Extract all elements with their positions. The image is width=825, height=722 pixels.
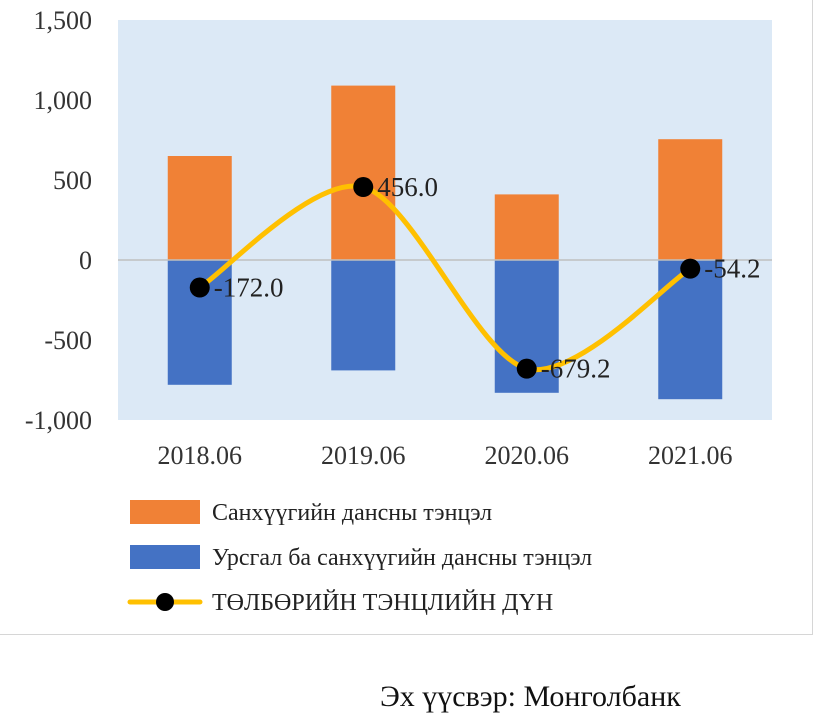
x-tick-label: 2021.06: [648, 441, 733, 470]
y-tick-label: -500: [44, 326, 92, 355]
y-tick-label: 500: [53, 166, 92, 195]
legend-swatch: [130, 500, 200, 524]
data-label: -679.2: [541, 354, 611, 384]
data-label: -54.2: [704, 254, 760, 284]
legend-swatch: [130, 545, 200, 569]
data-label: 456.0: [377, 172, 438, 202]
chart-frame: [0, 0, 813, 635]
x-tick-label: 2018.06: [158, 441, 243, 470]
x-axis: 2018.06 2019.06 2020.06 2021.06: [158, 441, 733, 470]
legend-label: Санхүүгийн дансны тэнцэл: [212, 500, 492, 526]
balance-line: [197, 183, 693, 373]
y-tick-label: 1,500: [34, 6, 93, 35]
x-tick-label: 2020.06: [485, 441, 570, 470]
bar: [494, 194, 559, 260]
bar: [331, 85, 396, 260]
bar: [658, 139, 723, 260]
line-marker: [189, 277, 210, 298]
legend: Санхүүгийн дансны тэнцэл Урсгал ба санхүү…: [127, 500, 592, 616]
legend-label: Урсгал ба санхүүгийн дансны тэнцэл: [212, 545, 592, 571]
y-tick-label: 0: [79, 246, 92, 275]
line-marker: [680, 258, 701, 279]
bar: [331, 260, 396, 371]
line-series: -172.0 456.0 -679.2 -54.2: [189, 172, 761, 384]
legend-label: ТӨЛБӨРИЙН ТЭНЦЛИЙН ДҮН: [212, 590, 553, 616]
bar: [167, 156, 232, 260]
line-marker: [353, 177, 374, 198]
line-marker: [516, 358, 537, 379]
legend-marker: [156, 593, 174, 611]
data-label: -172.0: [214, 273, 284, 303]
y-tick-label: -1,000: [25, 406, 92, 435]
y-tick-label: 1,000: [34, 86, 93, 115]
y-axis: -1,000 -500 0 500 1,000 1,500: [25, 6, 92, 435]
source-note: Эх үүсвэр: Монголбанк: [380, 680, 681, 713]
x-tick-label: 2019.06: [321, 441, 406, 470]
